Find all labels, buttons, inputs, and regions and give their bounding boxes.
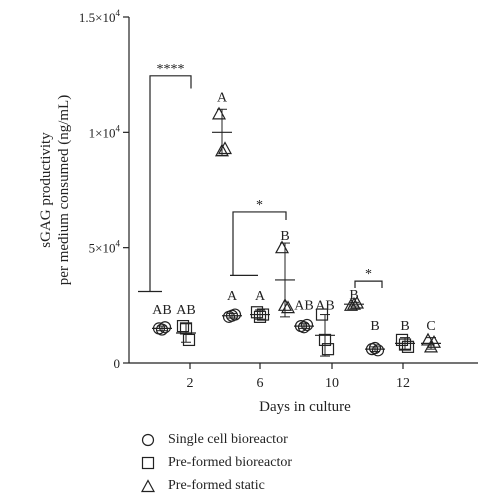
group-letter: B xyxy=(400,319,409,334)
data-point xyxy=(182,333,196,347)
significance-label: * xyxy=(256,198,263,213)
x-tick-label: 10 xyxy=(325,376,339,391)
data-point xyxy=(321,343,335,356)
square-marker-icon xyxy=(141,456,155,469)
x-axis-label: Days in culture xyxy=(259,399,351,415)
group-letter: AB xyxy=(315,298,334,313)
group-letter: A xyxy=(217,91,228,106)
significance-bracket xyxy=(354,280,383,289)
data-point xyxy=(280,300,296,314)
legend-item-preformed-static: Pre-formed static xyxy=(140,474,292,497)
legend-item-single-cell: Single cell bioreactor xyxy=(140,428,292,451)
significance-bracket xyxy=(232,211,287,276)
group-letter: B xyxy=(349,288,358,303)
data-point xyxy=(158,321,172,334)
group-letter: B xyxy=(280,229,289,244)
data-point xyxy=(176,319,190,333)
legend-label-preformed-bioreactor: Pre-formed bioreactor xyxy=(168,454,292,470)
data-marks xyxy=(152,106,442,357)
x-tick-label: 12 xyxy=(396,376,410,391)
legend: Single cell bioreactor Pre-formed biorea… xyxy=(140,428,292,497)
legend-label-single-cell: Single cell bioreactor xyxy=(168,431,288,447)
axes: 0 5×104 1×104 1.5×104 2 6 10 12 Days in culture s… xyxy=(38,8,478,415)
x-tick-label: 6 xyxy=(257,376,264,391)
triangle-marker-icon xyxy=(140,478,156,492)
group-letter: A xyxy=(227,289,238,304)
data-point xyxy=(228,308,242,321)
group-letter: AB xyxy=(152,303,171,318)
y-tick-label: 0 xyxy=(114,356,121,371)
legend-item-preformed-bioreactor: Pre-formed bioreactor xyxy=(140,451,292,474)
data-point xyxy=(300,318,314,332)
group-letter: A xyxy=(255,289,266,304)
group-letter: AB xyxy=(294,298,313,313)
data-point xyxy=(155,323,169,336)
x-tick-label: 2 xyxy=(187,376,194,391)
significance-label: * xyxy=(365,267,372,282)
significance-bracket xyxy=(149,75,192,292)
data-point xyxy=(401,340,415,353)
y-tick-label: 1×104 xyxy=(89,123,121,140)
data-point xyxy=(368,341,382,355)
y-tick-label: 1.5×104 xyxy=(79,8,121,25)
group-letter: B xyxy=(370,319,379,334)
group-letter: C xyxy=(426,319,435,334)
significance-label: **** xyxy=(157,62,185,77)
y-tick-label: 5×104 xyxy=(89,239,121,256)
data-point xyxy=(371,344,385,357)
y-axis-label: sGAG productivity per medium consumed (ng… xyxy=(38,95,72,285)
circle-marker-icon xyxy=(141,433,155,446)
group-letter: AB xyxy=(176,303,195,318)
data-point xyxy=(297,321,311,334)
legend-label-preformed-static: Pre-formed static xyxy=(168,477,265,493)
